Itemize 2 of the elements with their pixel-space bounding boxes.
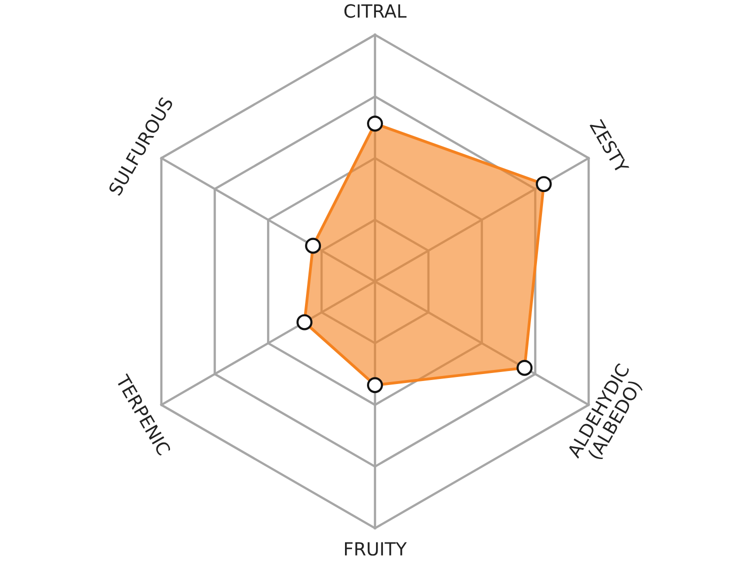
spoke-label: CITRAL bbox=[344, 4, 406, 18]
spoke-label: FRUITY bbox=[345, 542, 407, 556]
